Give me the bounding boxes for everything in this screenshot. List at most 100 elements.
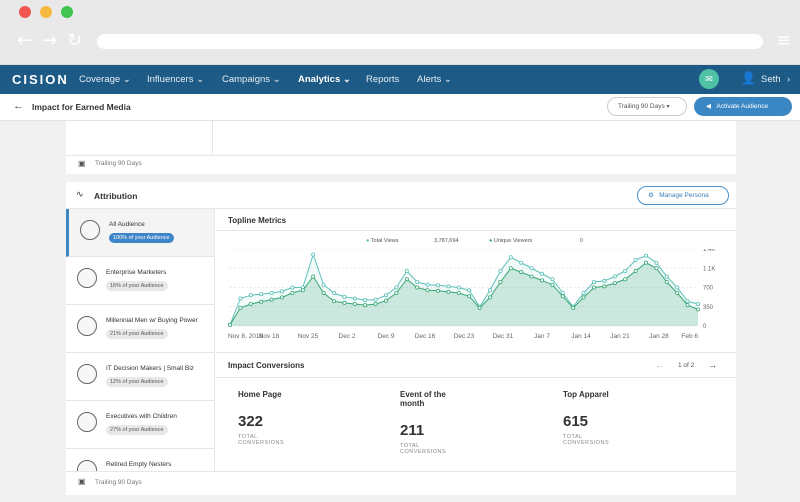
user-icon[interactable]: 👤 (741, 71, 756, 85)
nav-coverage[interactable]: Coverage ⌄ (79, 74, 131, 85)
x-tick-label: Jan 21 (610, 333, 630, 340)
data-point (425, 282, 430, 287)
data-point (311, 252, 316, 257)
minimize-window-dot[interactable] (40, 6, 52, 18)
data-point (259, 292, 264, 297)
prev-page-icon[interactable]: ← (655, 360, 664, 370)
data-point (415, 279, 420, 284)
pager-label: 1 of 2 (678, 362, 695, 369)
data-point (529, 266, 534, 271)
megaphone-icon: ◀ (706, 103, 711, 110)
data-point (280, 295, 285, 300)
x-tick-label: Dec 16 (415, 333, 436, 340)
topline-title: Topline Metrics (228, 216, 287, 225)
data-point (695, 307, 700, 312)
reload-icon[interactable]: ↻ (67, 30, 83, 51)
avatar-icon (77, 412, 97, 432)
close-window-dot[interactable] (19, 6, 31, 18)
data-point (342, 300, 347, 305)
data-point (238, 296, 243, 301)
top-card: ▣ Trailing 90 Days (66, 121, 736, 174)
series-area (230, 254, 698, 326)
legend-unique-viewers[interactable]: ● Unique Viewers 0 (489, 238, 583, 244)
forward-arrow-icon[interactable]: → (42, 30, 58, 51)
data-point (321, 282, 326, 287)
avatar-icon (77, 316, 97, 336)
persona-item-all-audience[interactable]: All Audience 100% of your Audience (66, 209, 214, 257)
data-point (363, 303, 368, 308)
nav-campaigns[interactable]: Campaigns ⌄ (222, 74, 281, 85)
x-tick-label: Feb 6 (681, 333, 698, 340)
data-point (290, 285, 295, 290)
data-point (612, 274, 617, 279)
data-point (342, 294, 347, 299)
data-point (456, 291, 461, 296)
page-header: ← Impact for Earned Media Trailing 90 Da… (0, 94, 800, 121)
data-point (373, 302, 378, 307)
x-tick-label: Dec 31 (493, 333, 514, 340)
data-point (675, 291, 680, 296)
x-tick-label: Jan 7 (534, 333, 550, 340)
y-tick-label: 1.4K (703, 249, 715, 253)
data-point (550, 277, 555, 282)
data-point (383, 293, 388, 298)
cision-logo[interactable]: CISION (12, 72, 69, 87)
browser-chrome: ← → ↻ ≡ (0, 0, 800, 65)
data-point (602, 278, 607, 283)
back-arrow-icon[interactable]: ← (17, 30, 33, 51)
persona-item-millennial-men[interactable]: Millennial Men w/ Buying Power 21% of yo… (66, 305, 214, 353)
data-point (435, 283, 440, 288)
user-menu-chevron-icon[interactable]: › (787, 74, 791, 85)
maximize-window-dot[interactable] (61, 6, 73, 18)
top-nav: CISION Coverage ⌄ Influencers ⌄ Campaign… (0, 65, 800, 94)
x-tick-label: Jan 28 (649, 333, 669, 340)
nav-influencers[interactable]: Influencers ⌄ (147, 74, 205, 85)
share-badge: 21% of your Audience (106, 329, 168, 339)
data-point (519, 260, 524, 265)
persona-item-retired-empty-nesters[interactable]: Retired Empty Nesters (66, 449, 214, 471)
series-area (230, 262, 698, 326)
data-point (352, 302, 357, 307)
avatar-icon (80, 220, 100, 240)
persona-item-executives-with-children[interactable]: Executives with Children 27% of your Aud… (66, 401, 214, 449)
data-point (311, 274, 316, 279)
nav-reports[interactable]: Reports (366, 74, 400, 85)
data-point (633, 257, 638, 262)
share-badge: 12% of your Audience (106, 377, 168, 387)
nav-alerts[interactable]: Alerts ⌄ (417, 74, 452, 85)
data-point (446, 284, 451, 289)
share-badge: 27% of your Audience (106, 425, 168, 435)
data-point (591, 279, 596, 284)
date-range-dropdown[interactable]: Trailing 90 Days ▾ (607, 97, 687, 116)
activate-audience-button[interactable]: ◀ Activate Audience (694, 97, 792, 116)
data-point (248, 293, 253, 298)
attribution-title: Attribution (94, 191, 138, 201)
persona-item-enterprise-marketers[interactable]: Enterprise Marketers 16% of your Audienc… (66, 257, 214, 305)
data-point (332, 299, 337, 304)
data-point (602, 284, 607, 289)
address-bar[interactable] (97, 34, 763, 49)
attribution-footer: Trailing 90 Days (95, 479, 142, 486)
data-point (539, 278, 544, 283)
data-point (477, 305, 482, 310)
manage-persona-button[interactable]: ⚙ Manage Persona (637, 186, 729, 205)
x-tick-label: Nov 8, 2018 (228, 333, 263, 340)
data-point (508, 255, 513, 260)
back-icon[interactable]: ← (13, 100, 24, 112)
conversions-title: Impact Conversions (228, 361, 305, 370)
data-point (404, 277, 409, 282)
user-name[interactable]: Seth (761, 74, 781, 85)
nav-analytics[interactable]: Analytics ⌄ (298, 74, 351, 85)
chat-icon[interactable]: ✉ (699, 69, 719, 89)
legend-total-views[interactable]: ● Total Views 3,787,694 (366, 238, 459, 244)
data-point (352, 296, 357, 301)
data-point (487, 295, 492, 300)
data-point (675, 285, 680, 290)
data-point (654, 266, 659, 271)
legend-dot-icon: ● (489, 238, 493, 244)
gear-icon: ⚙ (648, 192, 654, 199)
y-tick-label: 700 (703, 286, 714, 292)
persona-item-it-decision-makers[interactable]: IT Decision Makers | Small Biz 12% of yo… (66, 353, 214, 401)
menu-icon[interactable]: ≡ (776, 30, 792, 51)
next-page-icon[interactable]: → (708, 360, 717, 370)
